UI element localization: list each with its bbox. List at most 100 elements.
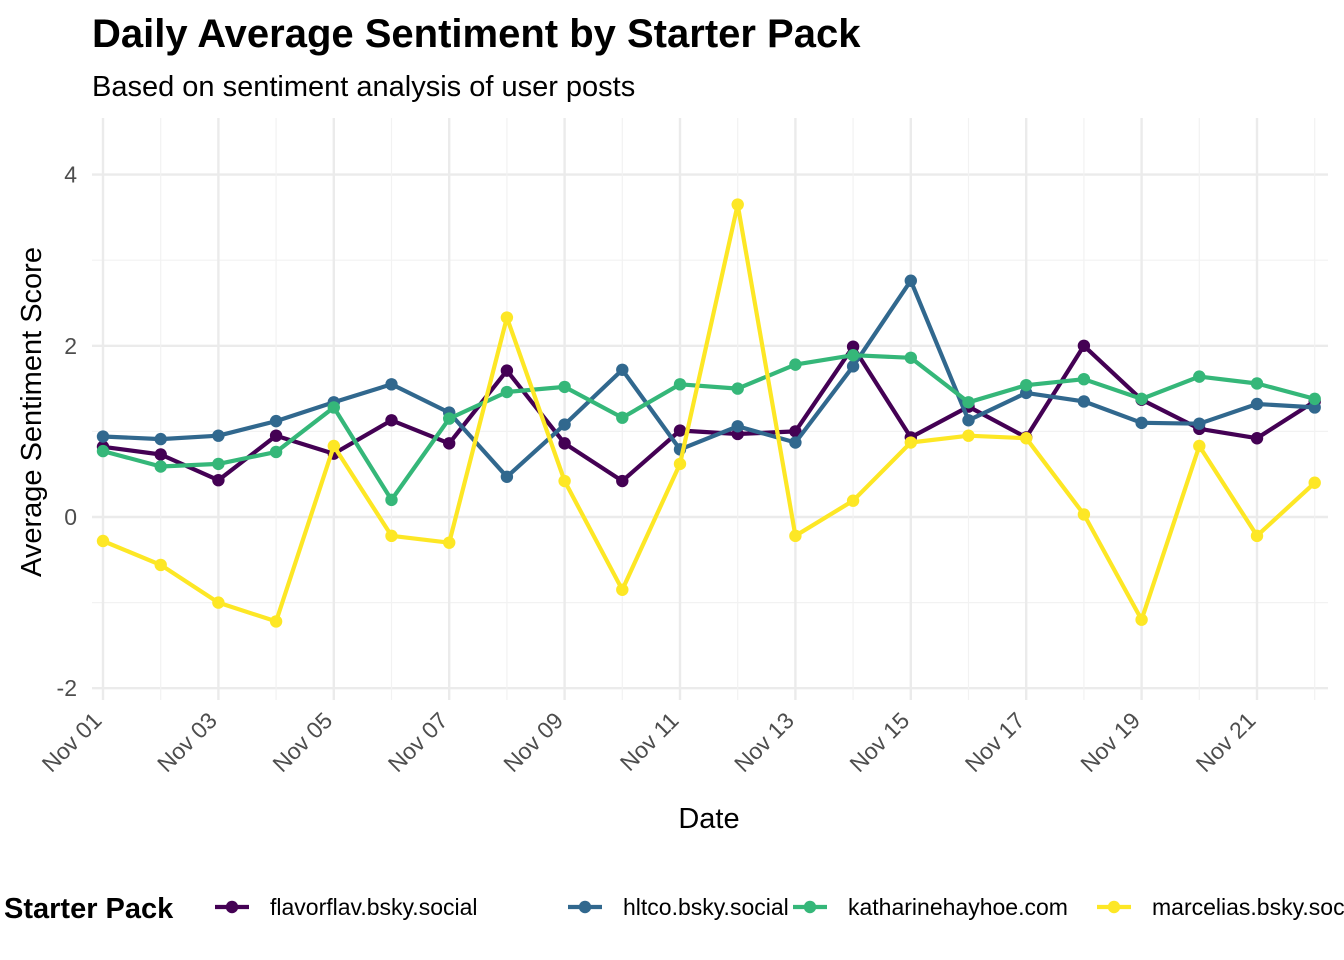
data-point xyxy=(154,432,167,446)
data-point xyxy=(1193,439,1206,453)
data-point xyxy=(731,198,744,211)
data-point xyxy=(500,470,514,483)
x-axis-ticks: Nov 01 Nov 03 Nov 05 Nov 07 Nov 09 Nov 11 Nov … xyxy=(37,707,1261,777)
data-point xyxy=(731,420,744,433)
data-point xyxy=(904,351,917,364)
x-tick-label: Nov 19 xyxy=(1075,707,1145,777)
data-point xyxy=(269,615,283,628)
data-point xyxy=(212,473,225,487)
data-point xyxy=(789,436,802,449)
legend-item: marcelias.bsky.social xyxy=(1097,894,1344,920)
x-axis-title: Date xyxy=(678,803,739,835)
data-point xyxy=(500,311,514,324)
legend: Starter Pack flavorflav.bsky.social hltco… xyxy=(4,893,1344,925)
data-point xyxy=(616,411,629,424)
y-tick-label: 2 xyxy=(64,333,77,359)
data-point xyxy=(212,457,225,471)
data-point xyxy=(1135,416,1148,430)
data-point xyxy=(962,396,975,409)
data-point xyxy=(327,401,340,414)
legend-label: hltco.bsky.social xyxy=(623,894,789,920)
y-axis-ticks: -2 0 2 4 xyxy=(57,162,78,702)
x-tick-label: Nov 05 xyxy=(267,707,337,777)
data-point xyxy=(1250,432,1264,445)
chart-title: Daily Average Sentiment by Starter Pack xyxy=(92,12,861,56)
data-point xyxy=(962,414,975,427)
legend-label: marcelias.bsky.social xyxy=(1152,894,1344,920)
data-point xyxy=(962,429,975,442)
data-point xyxy=(269,445,283,459)
legend-key-point xyxy=(578,900,592,914)
legend-label: katharinehayhoe.com xyxy=(848,894,1068,920)
data-point xyxy=(154,460,167,473)
series-layer xyxy=(96,198,1321,628)
x-tick-label: Nov 15 xyxy=(844,707,914,777)
data-point xyxy=(385,529,398,543)
data-point xyxy=(846,349,860,362)
series-line xyxy=(100,353,1317,502)
data-point xyxy=(269,429,283,442)
x-tick-label: Nov 11 xyxy=(615,707,684,776)
data-point xyxy=(1250,529,1264,543)
series-line xyxy=(100,343,1317,484)
data-point xyxy=(558,437,571,450)
data-point xyxy=(154,448,167,461)
data-point xyxy=(846,494,860,507)
data-point xyxy=(558,380,571,394)
legend-item: flavorflav.bsky.social xyxy=(215,894,478,920)
data-point xyxy=(673,457,687,471)
x-tick-label: Nov 21 xyxy=(1191,707,1261,777)
data-point xyxy=(558,418,571,431)
data-point xyxy=(846,340,860,353)
legend-item: katharinehayhoe.com xyxy=(793,894,1068,920)
data-point xyxy=(789,358,802,371)
legend-key-point xyxy=(225,900,239,914)
x-tick-label: Nov 09 xyxy=(498,707,568,777)
data-point xyxy=(327,439,340,453)
data-point xyxy=(1308,476,1321,489)
x-tick-label: Nov 01 xyxy=(37,707,107,777)
data-point xyxy=(96,534,110,548)
chart-subtitle: Based on sentiment analysis of user post… xyxy=(92,71,635,103)
legend-title: Starter Pack xyxy=(4,893,174,925)
data-point xyxy=(96,444,110,458)
data-point xyxy=(1250,397,1264,411)
data-point xyxy=(904,274,917,287)
data-point xyxy=(1077,339,1091,352)
data-point xyxy=(1308,401,1321,414)
data-point xyxy=(673,424,687,437)
series-3 xyxy=(96,349,1321,507)
y-axis-title: Average Sentiment Score xyxy=(16,247,48,577)
data-point xyxy=(96,430,110,443)
y-tick-label: -2 xyxy=(57,675,77,701)
data-point xyxy=(1077,395,1091,408)
data-point xyxy=(789,529,802,543)
series-line xyxy=(100,278,1317,479)
data-point xyxy=(558,474,571,488)
data-point xyxy=(789,425,802,438)
x-tick-label: Nov 17 xyxy=(960,707,1030,777)
data-point xyxy=(1250,377,1264,390)
legend-label: flavorflav.bsky.social xyxy=(270,894,478,920)
x-tick-label: Nov 03 xyxy=(152,707,222,777)
x-tick-label: Nov 07 xyxy=(383,707,453,777)
data-point xyxy=(1077,508,1091,521)
data-point xyxy=(1077,372,1091,386)
data-point xyxy=(1193,370,1206,383)
legend-key-point xyxy=(1107,900,1121,914)
series-line xyxy=(100,202,1317,624)
data-point xyxy=(443,412,456,425)
series-1 xyxy=(96,339,1321,488)
data-point xyxy=(443,437,456,450)
data-point xyxy=(1135,613,1148,626)
data-point xyxy=(616,583,629,596)
data-point xyxy=(154,558,167,572)
y-tick-label: 0 xyxy=(64,504,77,530)
x-tick-label: Nov 13 xyxy=(729,707,799,777)
data-point xyxy=(616,363,629,376)
data-point xyxy=(269,414,283,428)
data-point xyxy=(500,364,514,377)
data-point xyxy=(846,360,860,373)
data-point xyxy=(1193,417,1206,430)
